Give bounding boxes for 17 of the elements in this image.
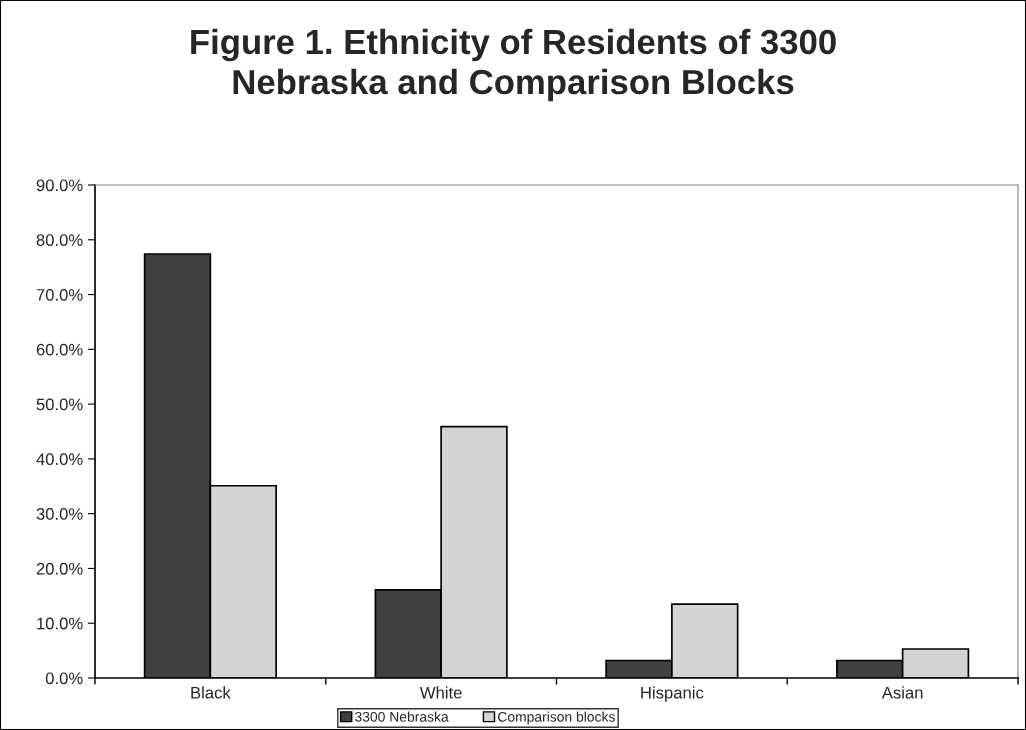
x-tick-label: Black: [191, 686, 231, 699]
y-tick-label: 90.0%: [36, 179, 83, 192]
y-tick-label: 20.0%: [36, 562, 83, 575]
x-tick-label: White: [419, 686, 462, 699]
chart-title: Figure 1. Ethnicity of Residents of 3300 Nebraska and Comparison Blocks: [191, 28, 836, 102]
x-tick-label: Hispanic: [641, 686, 704, 702]
y-tick-label: 30.0%: [36, 508, 83, 520]
y-tick-label: 40.0%: [36, 453, 83, 466]
y-tick-label: 60.0%: [36, 343, 83, 356]
x-tick-label: Asian: [881, 686, 923, 699]
y-tick-label: 70.0%: [36, 288, 83, 301]
legend-label: 3300 Nebraska: [355, 711, 449, 722]
y-tick-label: 50.0%: [36, 398, 83, 411]
y-tick-label: 80.0%: [36, 234, 83, 246]
y-tick-label: 10.0%: [37, 617, 83, 630]
legend-label: Comparison blocks: [498, 711, 615, 725]
y-tick-label: 0.0%: [45, 672, 83, 685]
